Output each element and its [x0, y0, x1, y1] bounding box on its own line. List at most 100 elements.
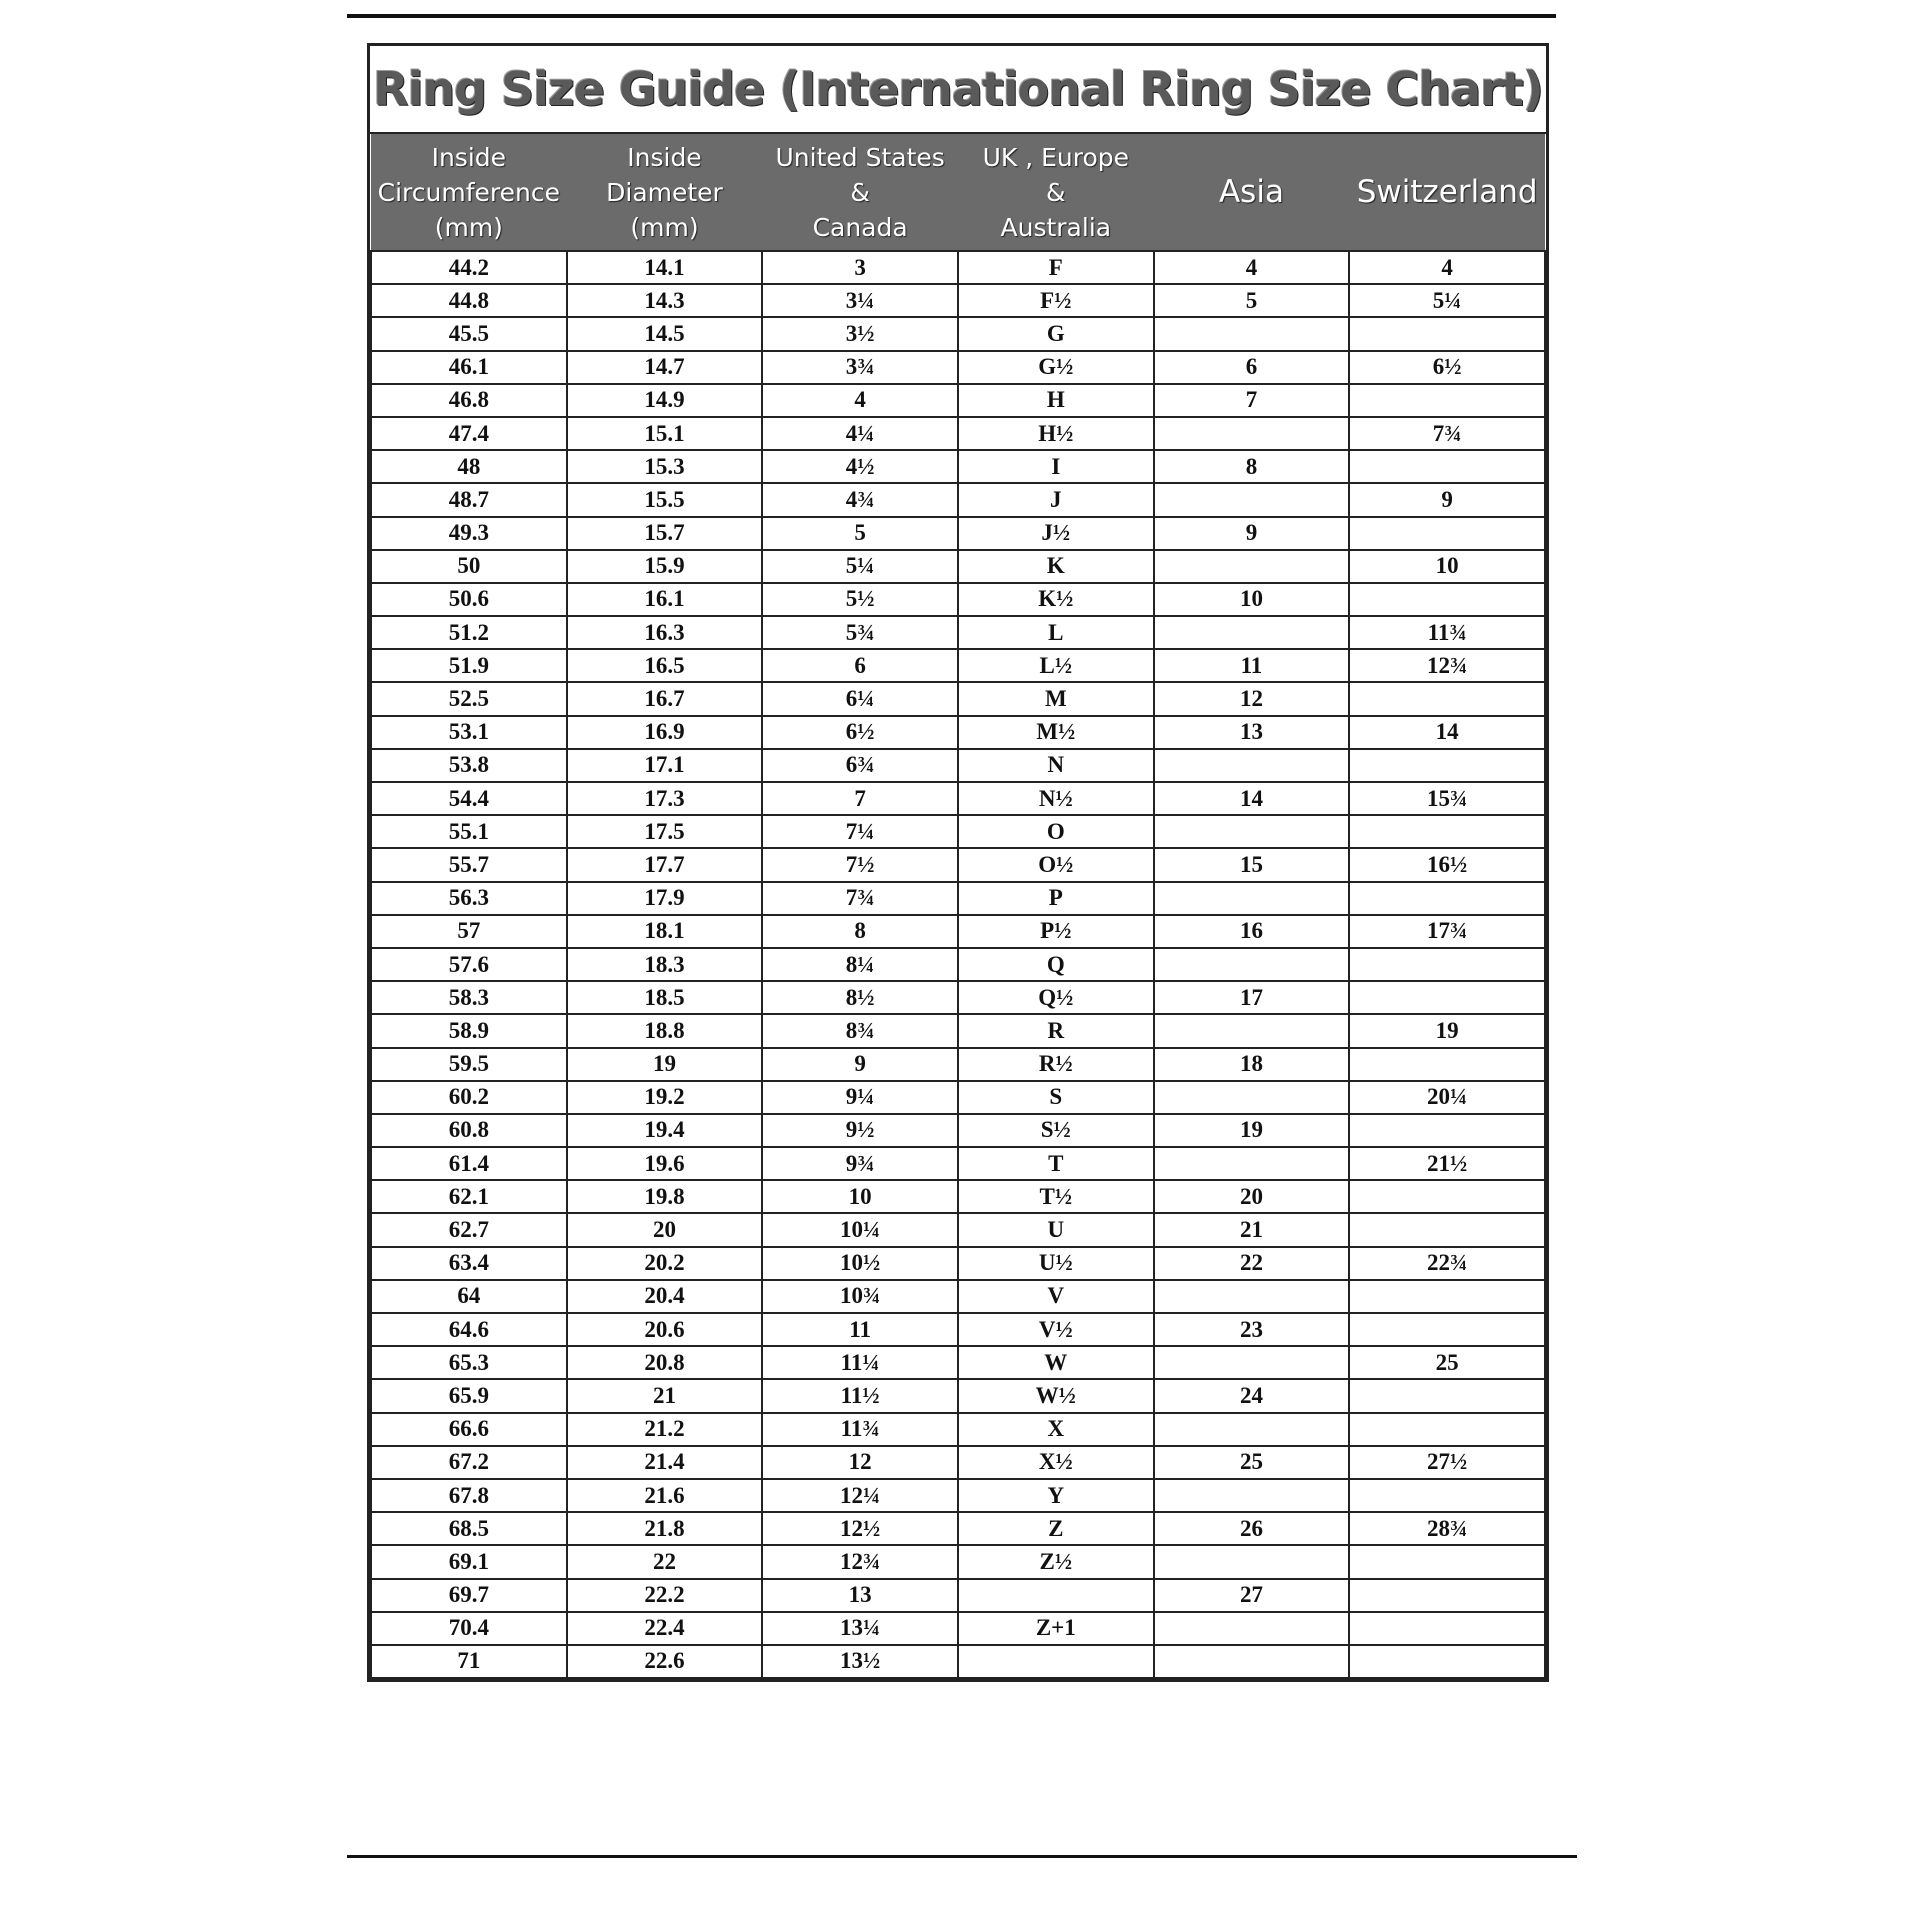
table-cell: 10½ [761, 1245, 959, 1281]
table-cell: 14.1 [565, 249, 764, 286]
table-row: 69.1 22 12¾ Z½ [370, 1544, 1546, 1580]
table-row: 49.3 15.7 5 J½ 9 [370, 515, 1546, 551]
table-cell: 20.2 [565, 1245, 764, 1281]
table-cell: K½ [956, 581, 1155, 618]
table-cell: N½ [956, 780, 1155, 817]
table-cell: 13½ [761, 1643, 959, 1680]
table-cell: L½ [956, 648, 1155, 684]
table-cell [1348, 814, 1546, 850]
table-cell: 62.7 [370, 1212, 568, 1248]
table-cell: G½ [956, 349, 1155, 385]
table-cell: 22.4 [565, 1610, 764, 1646]
table-cell: 22.2 [565, 1577, 764, 1613]
table-cell: 15.1 [565, 415, 764, 452]
table-cell: 5¾ [761, 615, 959, 651]
table-row: 65.3 20.8 11¼ W 25 [370, 1345, 1546, 1381]
table-row: 44.2 14.1 3 F 4 4 [370, 249, 1546, 286]
table-cell: 22.6 [565, 1643, 764, 1680]
table-cell: 16 [1152, 913, 1351, 949]
table-cell: 48.7 [370, 482, 568, 518]
table-cell: 24 [1152, 1378, 1351, 1414]
table-cell: 16.1 [565, 581, 764, 618]
table-row: 50 15.9 5¼ K 10 [370, 548, 1546, 584]
table-row: 48 15.3 4½ I 8 [370, 449, 1546, 485]
table-cell: 19 [1348, 1013, 1546, 1049]
table-cell: 56.3 [370, 880, 568, 916]
table-cell: 11½ [761, 1378, 959, 1414]
table-row: 54.4 17.3 7 N½ 14 15¾ [370, 780, 1546, 817]
table-cell: S½ [956, 1112, 1155, 1149]
table-cell: 22 [1152, 1245, 1351, 1281]
table-cell: 11 [1152, 648, 1351, 684]
table-cell: 20¼ [1348, 1079, 1546, 1115]
table-row: 61.4 19.6 9¾ T 21½ [370, 1146, 1546, 1182]
table-row: 47.4 15.1 4¼ H½ 7¾ [370, 415, 1546, 452]
table-row: 62.7 20 10¼ U 21 [370, 1212, 1546, 1248]
table-cell: 46.1 [370, 349, 568, 385]
table-cell: 19.8 [565, 1179, 764, 1215]
table-cell [1152, 615, 1351, 651]
table-cell [1348, 316, 1546, 352]
table-cell: 14.9 [565, 382, 764, 418]
table-cell [1152, 1345, 1351, 1381]
table-cell: R [956, 1013, 1155, 1049]
table-cell: 15.5 [565, 482, 764, 518]
table-cell: 10 [761, 1179, 959, 1215]
ring-size-table: Inside Circumference (mm) Inside Diameter… [370, 134, 1546, 1680]
table-cell: O½ [956, 847, 1155, 883]
table-cell: 18.5 [565, 980, 764, 1016]
table-cell: 51.9 [370, 648, 568, 684]
table-cell: 5¼ [761, 548, 959, 584]
table-cell: Z½ [956, 1544, 1155, 1580]
table-cell: 14.3 [565, 283, 764, 319]
table-cell: 6 [1152, 349, 1351, 385]
table-cell: 19.4 [565, 1112, 764, 1149]
table-cell: 22¾ [1348, 1245, 1546, 1281]
table-cell [1152, 1079, 1351, 1115]
table-row: 51.9 16.5 6 L½ 11 12¾ [370, 648, 1546, 684]
table-row: 67.2 21.4 12 X½ 25 27½ [370, 1444, 1546, 1480]
table-cell: Z+1 [956, 1610, 1155, 1646]
table-cell: G [956, 316, 1155, 352]
table-cell: 55.7 [370, 847, 568, 883]
table-cell [1152, 482, 1351, 518]
table-cell [1348, 1477, 1546, 1514]
table-cell: R½ [956, 1046, 1155, 1082]
table-cell: 20 [1152, 1179, 1351, 1215]
table-row: 46.8 14.9 4 H 7 [370, 382, 1546, 418]
table-cell: H½ [956, 415, 1155, 452]
table-row: 64.6 20.6 11 V½ 23 [370, 1311, 1546, 1348]
table-cell: M½ [956, 714, 1155, 750]
table-cell: 4 [1152, 249, 1351, 286]
table-cell: 63.4 [370, 1245, 568, 1281]
table-cell: 10¾ [761, 1278, 959, 1315]
table-cell: 9 [1152, 515, 1351, 551]
table-cell [1152, 1013, 1351, 1049]
table-cell: 8¾ [761, 1013, 959, 1049]
table-cell: P [956, 880, 1155, 916]
table-cell [1152, 1544, 1351, 1580]
table-cell: 18.1 [565, 913, 764, 949]
table-cell: 3¾ [761, 349, 959, 385]
table-cell: 4 [761, 382, 959, 418]
table-cell: 9 [1348, 482, 1546, 518]
table-cell: T½ [956, 1179, 1155, 1215]
table-cell: 67.2 [370, 1444, 568, 1480]
table-cell: 9¼ [761, 1079, 959, 1115]
table-cell: 25 [1348, 1345, 1546, 1381]
table-cell: 6 [761, 648, 959, 684]
table-cell [1152, 548, 1351, 584]
table-cell: 21 [1152, 1212, 1351, 1248]
column-header: Inside Circumference (mm) [371, 134, 567, 251]
table-cell: 28¾ [1348, 1511, 1546, 1547]
table-cell: 15 [1152, 847, 1351, 883]
table-cell: 5 [1152, 283, 1351, 319]
table-cell: I [956, 449, 1155, 485]
table-cell: 17.3 [565, 780, 764, 817]
table-cell: M [956, 681, 1155, 717]
table-cell: 18.8 [565, 1013, 764, 1049]
table-cell [1348, 1378, 1546, 1414]
table-cell: 15.3 [565, 449, 764, 485]
table-cell: 21.8 [565, 1511, 764, 1547]
table-cell: 48 [370, 449, 568, 485]
